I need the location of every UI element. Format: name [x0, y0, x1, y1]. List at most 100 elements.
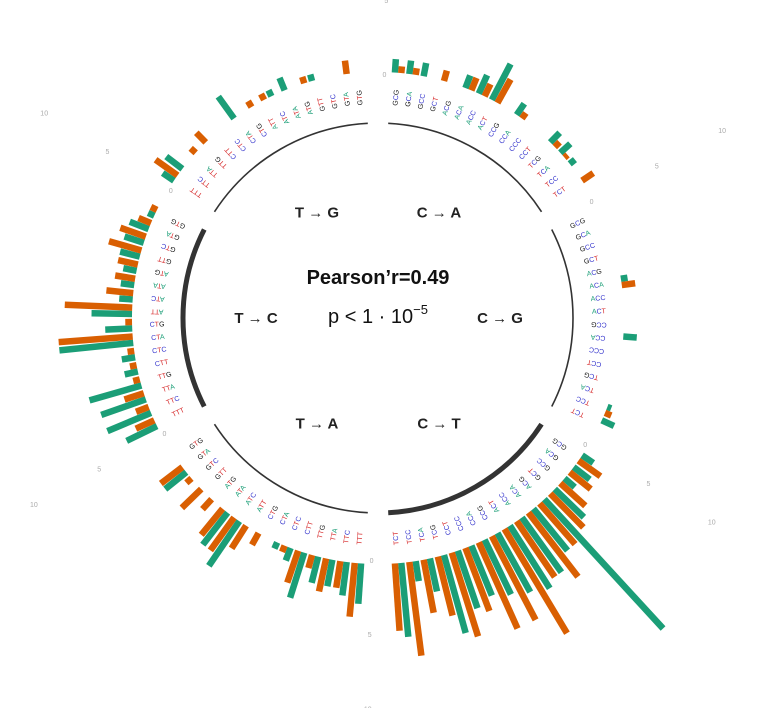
context-label-t-g-ata: ATA [291, 105, 302, 120]
bar-series-b-c-g-tcc [603, 409, 613, 419]
context-nucleotide: A [477, 124, 486, 132]
bar-series-b-c-t-gcc [558, 480, 588, 509]
context-nucleotide: G [214, 473, 223, 482]
context-nucleotide: G [445, 100, 453, 107]
context-nucleotide: T [223, 145, 232, 153]
context-nucleotide: T [155, 294, 161, 301]
context-label-t-g-gtt: GTT [316, 96, 327, 112]
context-label-c-g-cct: CCT [586, 358, 602, 368]
context-nucleotide: T [536, 171, 544, 180]
context-label-t-g-tta: TTA [205, 164, 219, 178]
context-nucleotide: C [279, 110, 287, 118]
context-nucleotide: C [589, 372, 596, 380]
scale-tick-c-t-0: 0 [583, 442, 587, 449]
context-nucleotide: G [543, 463, 552, 472]
context-label-t-c-ctt: CTT [154, 359, 169, 369]
context-nucleotide: G [551, 436, 559, 445]
context-nucleotide: T [258, 126, 267, 134]
context-nucleotide: C [595, 333, 601, 340]
context-nucleotide: G [304, 100, 312, 107]
bar-series-b-t-c-gtg [149, 204, 159, 213]
context-label-t-g-gtc: GTC [330, 93, 340, 109]
context-nucleotide: C [161, 346, 167, 354]
bar-series-b-t-a-ctc [279, 544, 288, 554]
context-label-c-t-ccc: CCC [453, 515, 465, 532]
context-nucleotide: A [544, 446, 552, 455]
context-nucleotide: C [589, 242, 596, 250]
context-label-c-a-gcc: GCC [417, 93, 427, 110]
context-nucleotide: T [588, 385, 595, 393]
context-nucleotide: G [170, 217, 178, 226]
context-label-c-t-gcg: GCG [551, 436, 568, 451]
bar-series-b-t-c-ctc [127, 347, 135, 356]
context-nucleotide: A [245, 499, 254, 507]
scale-tick-c-g-5: 5 [655, 164, 659, 171]
context-nucleotide: T [330, 535, 338, 541]
context-nucleotide: G [393, 89, 400, 95]
context-nucleotide: T [175, 408, 183, 416]
context-nucleotide: A [283, 118, 291, 125]
bar-series-b-t-g-atg [299, 75, 308, 85]
bar-series-b-t-a-gtc [184, 475, 194, 486]
scale-tick-c-t-10: 10 [708, 520, 716, 527]
bar-series-a-t-c-ttc [106, 409, 153, 435]
context-label-t-a-ctc: CTC [291, 516, 303, 532]
context-nucleotide: C [552, 175, 560, 184]
context-nucleotide: G [331, 103, 339, 110]
context-nucleotide: T [357, 95, 364, 101]
context-nucleotide: A [406, 91, 414, 97]
context-nucleotide: T [281, 114, 289, 121]
context-nucleotide: T [331, 531, 339, 537]
context-nucleotide: T [318, 100, 326, 107]
context-nucleotide: C [556, 188, 564, 197]
bar-series-b-c-a-tcg [552, 139, 562, 150]
context-nucleotide: T [293, 108, 301, 115]
context-label-c-t-gcc: GCC [536, 456, 552, 472]
context-nucleotide: G [579, 217, 587, 226]
bar-series-a-t-c-ata [120, 280, 135, 289]
context-nucleotide: T [161, 386, 168, 394]
bar-series-a-c-a-cca [514, 101, 527, 117]
context-nucleotide: A [586, 270, 592, 278]
context-nucleotide: C [580, 231, 587, 239]
bar-series-a-t-c-att [91, 310, 133, 318]
context-label-c-t-acg: ACG [518, 474, 533, 490]
context-nucleotide: T [236, 140, 245, 148]
context-nucleotide: C [419, 93, 427, 99]
context-nucleotide: T [527, 162, 535, 170]
bar-series-a-t-c-ttt [125, 423, 159, 444]
context-nucleotide: C [457, 524, 465, 531]
context-nucleotide: C [596, 321, 601, 328]
context-label-t-c-ata: ATA [152, 281, 166, 290]
bar-series-a-t-g-cta [215, 94, 237, 121]
bar-series-a-t-a-ctc [282, 546, 294, 562]
context-label-t-g-att: ATT [267, 115, 280, 130]
context-nucleotide: T [344, 534, 352, 540]
context-nucleotide: C [431, 529, 439, 536]
group-label-t-a: T → A [296, 416, 339, 433]
p-value-label: p < 1 · 10−5 [328, 302, 428, 328]
bar-series-a-c-t-tcc [412, 560, 422, 582]
context-label-t-a-tta: TTA [330, 527, 339, 541]
context-nucleotide: T [293, 520, 301, 527]
context-nucleotide: T [220, 161, 228, 169]
context-label-t-c-tta: TTA [161, 383, 176, 394]
context-label-c-t-tct: TCT [392, 530, 400, 545]
scale-tick-t-a-10: 10 [364, 706, 372, 708]
context-nucleotide: G [534, 472, 543, 481]
context-nucleotide: G [205, 463, 214, 472]
bar-series-b-t-a-ttg [305, 554, 316, 569]
context-nucleotide: C [295, 516, 303, 523]
context-nucleotide: A [442, 109, 450, 116]
context-nucleotide: G [596, 268, 603, 276]
context-nucleotide: T [208, 167, 216, 176]
context-label-c-g-gcg: GCG [569, 217, 586, 230]
context-nucleotide: T [578, 410, 586, 418]
p-value-prefix: p < 1 · 10 [328, 306, 413, 328]
context-nucleotide: T [260, 498, 269, 506]
context-nucleotide: A [508, 483, 517, 491]
context-label-t-g-ttg: TTG [214, 155, 229, 170]
context-nucleotide: T [209, 460, 217, 469]
context-nucleotide: A [271, 123, 280, 131]
